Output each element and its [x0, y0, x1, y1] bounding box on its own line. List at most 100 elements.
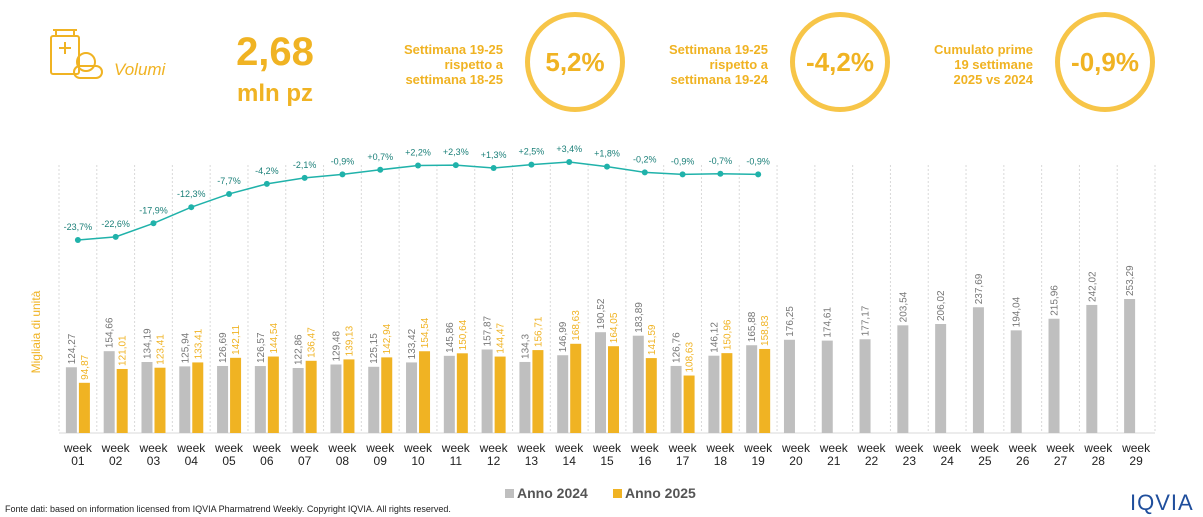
bar-label: 145,86: [445, 322, 456, 353]
bar-label: 194,04: [1012, 296, 1023, 327]
x-tick-label: week 14: [555, 441, 584, 468]
bar: [65, 367, 77, 433]
line-point: [415, 162, 422, 169]
x-tick-label: week 03: [139, 441, 168, 468]
x-tick-label: week 05: [215, 441, 244, 468]
x-tick-label: week 28: [1084, 441, 1113, 468]
bar-label: 144,54: [269, 323, 280, 354]
x-tick-label: week 16: [630, 441, 659, 468]
bar-label: 158,83: [760, 315, 771, 346]
line-label: +1,8%: [594, 149, 620, 159]
line-label: +1,3%: [481, 150, 507, 160]
bar: [1086, 304, 1098, 433]
kpi-unit: mln pz: [237, 80, 313, 107]
bar-label: 126,76: [672, 332, 683, 363]
line-label: -0,2%: [633, 154, 657, 164]
x-tick-label: week 24: [933, 441, 962, 468]
bar: [721, 353, 733, 433]
line-label: -2,1%: [293, 160, 317, 170]
x-tick-label: week 08: [328, 441, 357, 468]
bar: [595, 332, 606, 433]
bar-label: 242,02: [1087, 271, 1098, 302]
line-label: +0,7%: [367, 152, 393, 162]
x-tick-label: week 12: [479, 441, 508, 468]
line-label: +2,5%: [519, 147, 545, 157]
card-label: Cumulato prime: [934, 42, 1033, 57]
x-tick-label: week 19: [744, 441, 773, 468]
bar-label: 139,13: [344, 325, 355, 356]
bar: [494, 356, 506, 433]
line-label: -0,9%: [671, 156, 695, 166]
legend-label: Anno 2025: [625, 485, 696, 501]
bar-label: 142,11: [231, 325, 242, 355]
bar-label: 154,54: [420, 317, 431, 348]
bar: [557, 355, 569, 433]
bar-label: 206,02: [936, 290, 947, 321]
x-tick-label: week 06: [252, 441, 281, 468]
card-label: Settimana 19-25: [404, 42, 503, 57]
line-point: [112, 233, 119, 240]
line-point: [226, 190, 233, 197]
bar: [141, 362, 153, 433]
bar: [708, 355, 720, 433]
bar: [645, 358, 657, 433]
card-label: 2025 vs 2024: [953, 72, 1033, 87]
bar: [78, 382, 90, 433]
bar-label: 134,3: [520, 333, 531, 358]
bar: [456, 353, 468, 433]
line-point: [188, 204, 195, 211]
bar: [897, 325, 909, 433]
x-tick-label: week 01: [63, 441, 92, 468]
line: [77, 161, 759, 241]
line-point: [641, 169, 648, 176]
bar: [821, 340, 833, 433]
card-label: rispetto a: [709, 57, 768, 72]
line-label: +3,4%: [556, 144, 582, 154]
x-tick-label: week 23: [895, 441, 924, 468]
x-tick-label: week 02: [101, 441, 130, 468]
line-point: [755, 171, 762, 178]
bar-label: 164,05: [609, 312, 620, 343]
bar-label: 134,19: [142, 328, 153, 359]
bar: [254, 366, 266, 433]
bar: [368, 366, 380, 433]
x-tick-label: week 22: [857, 441, 886, 468]
bar-label: 154,66: [105, 317, 116, 348]
bar-label: 176,25: [785, 306, 796, 337]
bar: [381, 357, 393, 433]
bar: [179, 366, 191, 433]
bar: [608, 346, 619, 433]
bar: [443, 355, 455, 433]
bar-label: 190,52: [596, 298, 607, 329]
bar: [972, 307, 984, 433]
legend-swatch: [505, 489, 514, 498]
kpi-value: 2,68: [236, 30, 314, 74]
bar: [759, 348, 771, 433]
bar: [305, 360, 317, 433]
line-point: [339, 171, 346, 178]
bar-label: 129,48: [331, 330, 342, 361]
bar: [570, 343, 582, 433]
source: Fonte dati: based on information license…: [5, 504, 451, 514]
x-tick-label: week 17: [668, 441, 697, 468]
bar: [330, 364, 342, 433]
bar: [1048, 318, 1060, 433]
bar-label: 126,57: [256, 332, 267, 363]
x-tick-label: week 13: [517, 441, 546, 468]
x-tick-label: week 20: [781, 441, 810, 468]
line-label: -7,7%: [217, 176, 241, 186]
kpi-circle: -4,2%: [790, 12, 890, 112]
bar: [481, 349, 493, 433]
card-label: settimana 18-25: [405, 72, 503, 87]
card-label: Settimana 19-25: [669, 42, 768, 57]
bar-label: 142,94: [382, 323, 393, 354]
bar-label: 177,17: [861, 305, 872, 336]
bar: [192, 362, 204, 433]
bar: [859, 339, 871, 433]
line-label: +2,2%: [405, 147, 431, 157]
card-label: rispetto a: [444, 57, 503, 72]
line-label: -23,7%: [64, 222, 93, 232]
line-point: [263, 180, 270, 187]
bar-label: 122,86: [294, 334, 305, 365]
bar-label: 124,27: [67, 333, 78, 364]
